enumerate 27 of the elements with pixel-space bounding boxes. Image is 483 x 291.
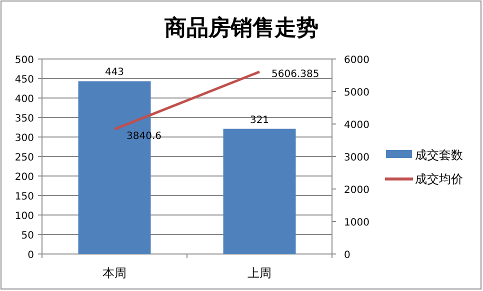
legend-label: 成交均价 — [415, 172, 463, 186]
y-tick-label: 500 — [14, 55, 34, 66]
y2-tick-label: 0 — [344, 250, 350, 261]
data-label: 443 — [104, 67, 124, 78]
y-tick-label: 450 — [14, 74, 34, 86]
data-label: 5606.385 — [272, 68, 320, 80]
data-label: 321 — [250, 114, 270, 126]
y-tick-label: 50 — [21, 230, 34, 242]
x-tick-label: 本周 — [102, 266, 126, 280]
y-tick-label: 100 — [14, 211, 34, 222]
y2-tick-label: 5000 — [344, 88, 370, 98]
y-tick-label: 350 — [14, 114, 34, 124]
y-tick-label: 150 — [14, 192, 34, 202]
y-tick-label: 300 — [14, 133, 34, 144]
y2-tick-label: 4000 — [344, 120, 370, 131]
data-label: 3840.6 — [126, 131, 162, 142]
y-tick-label: 200 — [14, 172, 34, 183]
y2-tick-label: 3000 — [344, 152, 370, 164]
y2-tick-label: 6000 — [344, 55, 370, 66]
y-tick-label: 400 — [14, 94, 34, 105]
y-tick-label: 250 — [14, 152, 34, 164]
y-tick-label: 0 — [28, 250, 34, 261]
legend-label: 成交套数 — [415, 148, 463, 162]
y2-tick-label: 2000 — [344, 185, 370, 196]
chart-title: 商品房销售走势 — [164, 15, 318, 41]
y2-tick-label: 1000 — [344, 218, 370, 228]
x-tick-label: 上周 — [248, 266, 272, 280]
